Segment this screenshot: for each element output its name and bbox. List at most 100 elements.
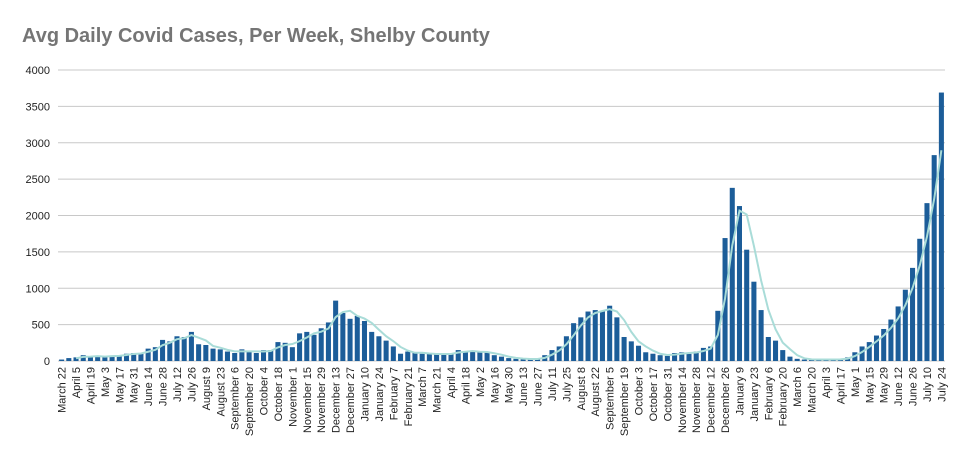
- bar: [491, 355, 497, 361]
- bar: [304, 331, 310, 361]
- x-tick-label: October 3: [634, 367, 646, 415]
- x-tick-label: October 18: [273, 367, 285, 421]
- bar: [217, 349, 223, 361]
- x-tick-label: November 1: [287, 367, 299, 427]
- bar: [261, 350, 267, 361]
- bar: [203, 344, 209, 361]
- y-tick-label: 0: [44, 356, 50, 368]
- bar: [888, 319, 894, 361]
- bar: [873, 335, 880, 361]
- x-tick-label: July 26: [186, 367, 198, 402]
- x-tick-label: May 1: [850, 367, 862, 397]
- bar: [80, 355, 86, 361]
- bar: [498, 356, 505, 361]
- y-tick-label: 2000: [26, 211, 50, 223]
- x-tick-label: April 19: [85, 367, 97, 404]
- y-tick-label: 3000: [26, 138, 50, 150]
- x-tick-label: July 12: [172, 367, 184, 402]
- bar: [59, 359, 65, 361]
- bar: [398, 353, 404, 361]
- bar: [109, 355, 115, 361]
- x-tick-label: November 14: [677, 367, 689, 433]
- x-tick-label: April 3: [821, 367, 833, 398]
- bar: [224, 351, 230, 361]
- bar: [95, 355, 101, 361]
- bar: [412, 352, 418, 361]
- x-tick-label: September 19: [619, 367, 631, 436]
- bar: [181, 336, 187, 361]
- x-tick-label: September 6: [230, 367, 242, 430]
- x-tick-label: April 18: [460, 367, 472, 404]
- x-tick-label: June 14: [143, 367, 155, 406]
- bar: [773, 340, 779, 361]
- x-tick-label: December 12: [706, 367, 718, 433]
- bar: [729, 187, 735, 361]
- x-tick-label: June 28: [158, 367, 170, 406]
- bar: [938, 92, 944, 362]
- bar: [174, 336, 180, 361]
- bar: [765, 336, 771, 361]
- trend-line: [75, 150, 943, 361]
- bar: [354, 315, 360, 361]
- bar: [679, 352, 685, 361]
- bar: [780, 350, 786, 361]
- bar: [866, 342, 872, 361]
- x-tick-label: April 4: [446, 367, 458, 398]
- x-tick-label: May 3: [100, 367, 112, 397]
- x-tick-label: November 15: [302, 367, 314, 433]
- bar: [758, 310, 764, 361]
- bar: [311, 334, 317, 361]
- bar: [881, 328, 887, 361]
- bar: [708, 346, 714, 361]
- bar: [470, 351, 476, 361]
- bar: [131, 352, 137, 361]
- bar: [123, 353, 130, 361]
- bar: [462, 351, 468, 361]
- bar: [340, 312, 346, 361]
- x-tick-label: May 31: [129, 367, 141, 403]
- x-tick-label: April 5: [71, 367, 83, 398]
- x-tick-label: November 29: [316, 367, 328, 433]
- bar: [383, 340, 389, 361]
- y-tick-label: 3500: [26, 101, 50, 113]
- bar: [73, 357, 79, 361]
- bar: [672, 352, 678, 361]
- bar: [318, 328, 324, 361]
- bar: [268, 350, 274, 361]
- bar: [506, 358, 512, 361]
- bar: [361, 320, 368, 361]
- bar: [434, 354, 440, 361]
- bar: [160, 339, 166, 361]
- bar: [196, 344, 202, 361]
- x-tick-label: May 2: [475, 367, 487, 397]
- x-tick-label: August 8: [576, 367, 588, 410]
- x-tick-label: January 9: [734, 367, 746, 415]
- x-tick-label: June 12: [893, 367, 905, 406]
- bar: [376, 336, 382, 361]
- bar: [520, 358, 526, 361]
- bar: [736, 206, 742, 361]
- bar: [66, 358, 72, 361]
- bar: [910, 267, 916, 361]
- y-tick-label: 1000: [26, 283, 50, 295]
- x-tick-label: May 30: [504, 367, 516, 403]
- x-tick-label: October 31: [662, 367, 674, 421]
- bar: [333, 300, 339, 361]
- bar: [325, 322, 331, 361]
- bar: [188, 331, 194, 361]
- bar: [607, 305, 613, 361]
- bar: [643, 352, 649, 361]
- chart-title: Avg Daily Covid Cases, Per Week, Shelby …: [22, 25, 491, 47]
- x-tick-label: May 15: [864, 367, 876, 403]
- x-tick-label: March 22: [57, 367, 69, 413]
- x-tick-label: October 4: [259, 367, 271, 415]
- x-tick-label: July 11: [547, 367, 559, 401]
- bar: [895, 306, 901, 361]
- bar: [369, 331, 375, 361]
- bar: [275, 342, 281, 361]
- x-tick-label: May 16: [489, 367, 501, 403]
- bar: [527, 359, 533, 361]
- x-tick-label: March 7: [417, 367, 429, 407]
- bar: [167, 341, 173, 361]
